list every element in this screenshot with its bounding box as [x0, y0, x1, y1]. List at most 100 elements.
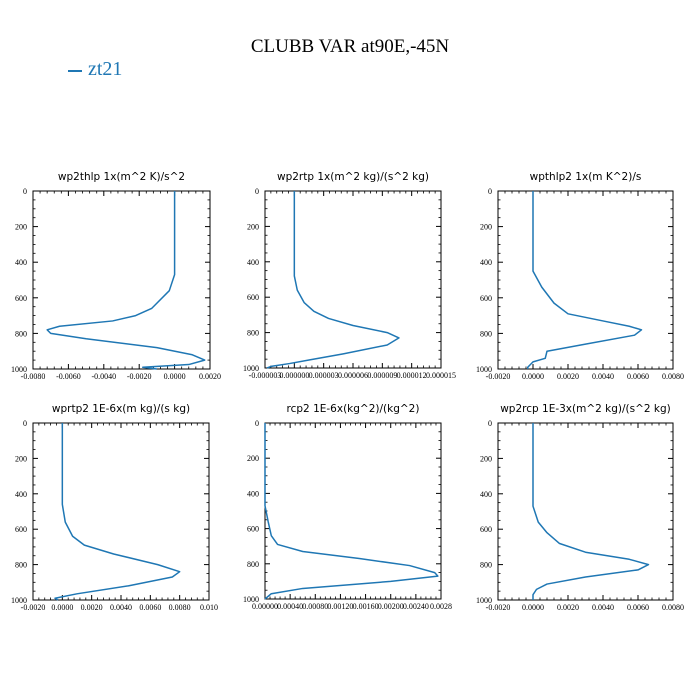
x-tick-label: -0.000003	[249, 371, 282, 380]
x-tick-label: 0.0020	[199, 372, 221, 381]
x-tick-label: 0.010	[200, 603, 218, 612]
y-tick-label: 0	[488, 419, 492, 428]
y-tick-label: 200	[15, 454, 27, 463]
x-tick-label: 0.00200	[378, 602, 404, 611]
x-tick-label: 0.0040	[110, 603, 132, 612]
x-tick-label: -0.0020	[21, 603, 46, 612]
x-tick-label: 0.0060	[627, 603, 649, 612]
y-tick-label: 800	[247, 560, 259, 569]
x-tick-label: 0.00240	[403, 602, 429, 611]
x-tick-label: 0.0000	[51, 603, 73, 612]
y-tick-label: 800	[15, 561, 27, 570]
x-tick-label: 0.0060	[627, 372, 649, 381]
series-line-zt21	[527, 191, 643, 369]
series-line-zt21	[46, 191, 206, 370]
y-tick-label: 600	[15, 294, 27, 303]
y-tick-label: 400	[247, 489, 259, 498]
x-tick-label: 0.000006	[338, 371, 368, 380]
y-tick-label: 400	[247, 258, 259, 267]
x-tick-label: -0.0040	[91, 372, 116, 381]
x-tick-label: 0.00040	[277, 602, 303, 611]
plot-frame	[264, 422, 442, 600]
x-tick-label: 0.0080	[662, 372, 684, 381]
y-tick-label: 400	[15, 490, 27, 499]
legend: zt21	[68, 58, 122, 81]
x-tick-label: -0.0060	[56, 372, 81, 381]
y-tick-label: 0	[488, 187, 492, 196]
y-tick-label: 0	[23, 187, 27, 196]
y-tick-label: 0	[255, 419, 259, 428]
y-tick-label: 200	[247, 222, 259, 231]
y-tick-label: 1000	[476, 596, 492, 605]
y-tick-label: 1000	[476, 365, 492, 374]
y-tick-label: 800	[247, 329, 259, 338]
y-tick-label: 200	[480, 454, 492, 463]
x-tick-label: 0.00120	[327, 602, 353, 611]
x-tick-label: 0.0000	[522, 372, 544, 381]
x-tick-label: 0.0020	[557, 603, 579, 612]
x-tick-label: 0.000012	[397, 371, 427, 380]
y-tick-label: 800	[480, 561, 492, 570]
chart-panel-1: wp2thlp 1x(m^2 K)/s^2 -0.0080 -0.0060 -0.00…	[11, 171, 221, 381]
panel-title: wp2thlp 1x(m^2 K)/s^2	[58, 171, 185, 183]
series-line-zt21	[264, 423, 439, 600]
chart-panel-5: rcp2 1E-6x(kg^2)/(kg^2)0.00000 0.00040 0.0…	[243, 403, 452, 611]
x-tick-label: -0.0080	[21, 372, 46, 381]
x-tick-label: 0.000003	[309, 371, 339, 380]
chart-panel-3: wpthlp2 1x(m K^2)/s -0.0020 0.0000 0.0020 0.…	[476, 171, 684, 381]
panel-title: wp2rtp 1x(m^2 kg)/(s^2 kg)	[277, 171, 429, 183]
plot-frame	[497, 422, 674, 601]
x-tick-label: 0.0000	[164, 372, 186, 381]
x-tick-label: 0.0040	[592, 372, 614, 381]
y-tick-label: 600	[480, 525, 492, 534]
y-tick-label: 800	[15, 329, 27, 338]
legend-line-swatch	[68, 69, 82, 72]
y-tick-label: 1000	[243, 364, 259, 373]
y-tick-label: 600	[480, 294, 492, 303]
panel-title: wp2rcp 1E-3x(m^2 kg)/(s^2 kg)	[500, 403, 671, 415]
series-line-zt21	[532, 423, 650, 600]
y-tick-label: 800	[480, 329, 492, 338]
legend-label: zt21	[88, 58, 123, 80]
x-tick-label: 0.000000	[279, 371, 309, 380]
chart-panel-2: wp2rtp 1x(m^2 kg)/(s^2 kg)-0.0000030.000…	[243, 171, 456, 380]
y-tick-label: 1000	[243, 595, 259, 604]
x-tick-label: 0.00000	[252, 602, 278, 611]
x-tick-label: 0.0028	[430, 602, 452, 611]
y-tick-label: 200	[480, 223, 492, 232]
x-tick-label: 0.0040	[592, 603, 614, 612]
x-tick-label: 0.0020	[557, 372, 579, 381]
y-tick-label: 0	[255, 187, 259, 196]
chart-panel-4: wprtp2 1E-6x(m kg)/(s kg) -0.0020 0.0000 0.…	[11, 403, 218, 612]
y-tick-label: 600	[247, 293, 259, 302]
plot-frame	[264, 190, 442, 369]
plot-frame	[32, 190, 211, 370]
plot-frame	[32, 422, 210, 601]
y-tick-label: 200	[247, 454, 259, 463]
panel-title: wprtp2 1E-6x(m kg)/(s kg)	[52, 403, 190, 415]
x-tick-label: 0.000015	[426, 371, 456, 380]
y-tick-label: 0	[23, 419, 27, 428]
x-tick-label: 0.0000	[522, 603, 544, 612]
chart-panel-6: wp2rcp 1E-3x(m^2 kg)/(s^2 kg) -0.0020 0.00…	[476, 403, 684, 612]
y-tick-label: 600	[247, 525, 259, 534]
y-tick-label: 1000	[11, 365, 27, 374]
x-tick-label: 0.000009	[367, 371, 397, 380]
y-tick-label: 200	[15, 223, 27, 232]
y-tick-label: 400	[480, 490, 492, 499]
x-tick-label: 0.0060	[139, 603, 161, 612]
x-tick-label: -0.0020	[486, 603, 511, 612]
series-line-zt21	[266, 191, 400, 369]
x-tick-label: 0.00160	[353, 602, 379, 611]
x-tick-label: 0.0080	[169, 603, 191, 612]
panel-title: rcp2 1E-6x(kg^2)/(kg^2)	[287, 403, 420, 415]
x-tick-label: 0.00080	[302, 602, 328, 611]
x-tick-label: -0.0020	[127, 372, 152, 381]
series-line-zt21	[54, 423, 181, 601]
plot-frame	[497, 190, 674, 370]
y-tick-label: 1000	[11, 596, 27, 605]
panel-title: wpthlp2 1x(m K^2)/s	[530, 171, 642, 183]
x-tick-label: 0.0080	[662, 603, 684, 612]
y-tick-label: 400	[15, 258, 27, 267]
